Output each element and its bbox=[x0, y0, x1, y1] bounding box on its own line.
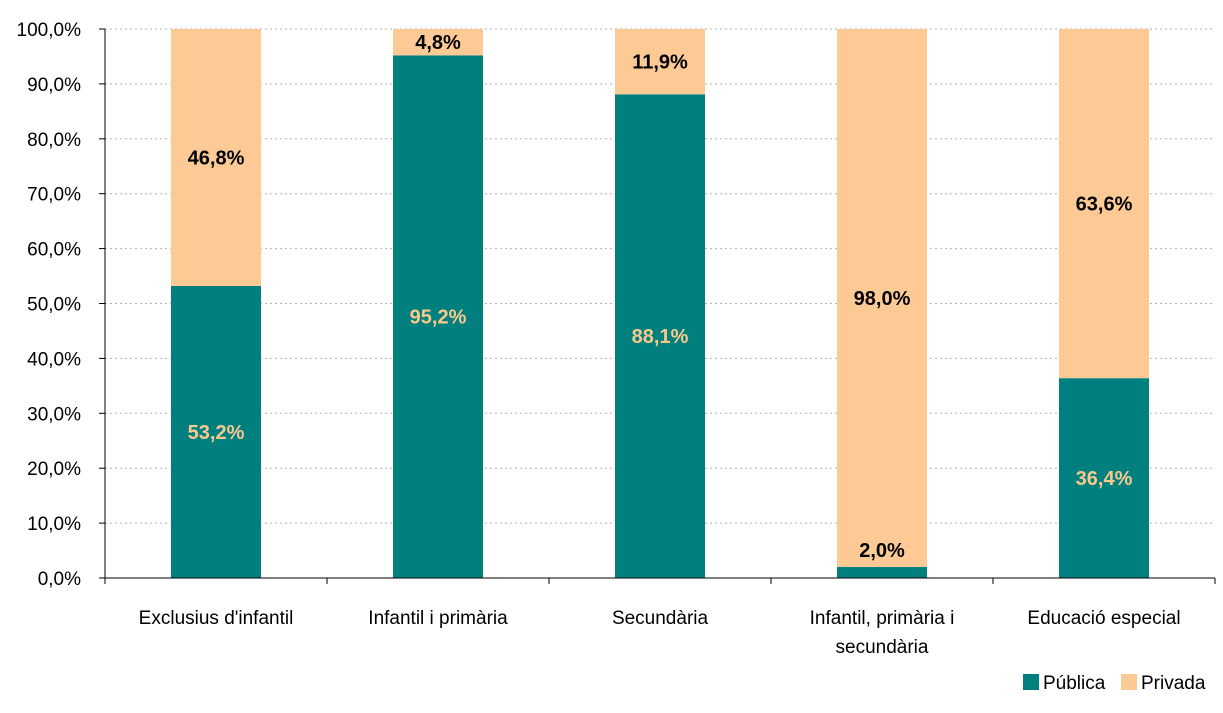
data-label-privada: 98,0% bbox=[854, 288, 911, 310]
data-label-publica: 95,2% bbox=[410, 307, 467, 329]
data-label-privada: 4,8% bbox=[415, 32, 461, 54]
y-axis: 0,0% 10,0% 20,0% 30,0% 40,0% 50,0% 60,0% 70,0% 8… bbox=[17, 20, 106, 590]
y-tick-label: 70,0% bbox=[27, 185, 81, 206]
x-category-label-line: Exclusius d'infantil bbox=[139, 608, 294, 629]
x-category-label-line: Secundària bbox=[612, 608, 709, 629]
y-tick-label: 20,0% bbox=[27, 459, 81, 480]
bar-privada bbox=[393, 29, 483, 56]
x-axis: Exclusius d'infantil Infantil i primària S… bbox=[104, 577, 1216, 658]
bar-privada bbox=[171, 29, 261, 286]
data-labels: 53,2% 46,8% 95,2% 4,8% 88,1% 11,9% 2,0% 98,0% 36… bbox=[188, 32, 1133, 562]
bars bbox=[171, 29, 1149, 579]
legend-swatch-publica bbox=[1023, 674, 1039, 690]
x-category-label: Educació especial bbox=[1027, 608, 1180, 629]
x-category-label: Infantil i primària bbox=[368, 608, 508, 629]
x-category-label: Secundària bbox=[612, 608, 709, 629]
bar-publica bbox=[1059, 378, 1149, 578]
x-category-label-line: Infantil i primària bbox=[368, 608, 508, 629]
bar-publica bbox=[615, 94, 705, 579]
legend-label-publica: Pública bbox=[1043, 673, 1106, 694]
data-label-publica: 2,0% bbox=[859, 540, 905, 562]
data-label-privada: 11,9% bbox=[632, 52, 688, 74]
legend: Pública Privada bbox=[1023, 673, 1206, 694]
x-category-label: Exclusius d'infantil bbox=[139, 608, 294, 629]
y-tick-label: 0,0% bbox=[38, 569, 81, 590]
y-tick-label: 90,0% bbox=[27, 75, 81, 96]
y-tick-label: 80,0% bbox=[27, 130, 81, 151]
bar-privada bbox=[1059, 29, 1149, 379]
data-label-privada: 63,6% bbox=[1076, 194, 1133, 216]
x-category-label-line: Infantil, primària i bbox=[810, 608, 955, 629]
x-category-label-line: Educació especial bbox=[1027, 608, 1180, 629]
y-tick-label: 50,0% bbox=[27, 295, 81, 316]
bar-publica bbox=[171, 285, 261, 578]
y-tick-label: 100,0% bbox=[17, 20, 82, 41]
legend-label-privada: Privada bbox=[1141, 673, 1206, 694]
y-tick-label: 30,0% bbox=[27, 404, 81, 425]
data-label-publica: 53,2% bbox=[188, 422, 245, 444]
bar-privada bbox=[615, 29, 705, 95]
bar-publica bbox=[837, 567, 927, 578]
x-category-label-line: secundària bbox=[836, 637, 929, 658]
y-tick-label: 10,0% bbox=[27, 514, 81, 535]
bar-privada bbox=[837, 29, 927, 568]
data-label-publica: 36,4% bbox=[1076, 468, 1133, 490]
data-label-publica: 88,1% bbox=[632, 326, 689, 348]
bar-publica bbox=[393, 55, 483, 579]
x-category-label: Infantil, primària i secundària bbox=[810, 608, 955, 658]
y-tick-label: 60,0% bbox=[27, 240, 81, 261]
y-tick-label: 40,0% bbox=[27, 349, 81, 370]
legend-swatch-privada bbox=[1121, 674, 1137, 690]
data-label-privada: 46,8% bbox=[188, 147, 245, 169]
